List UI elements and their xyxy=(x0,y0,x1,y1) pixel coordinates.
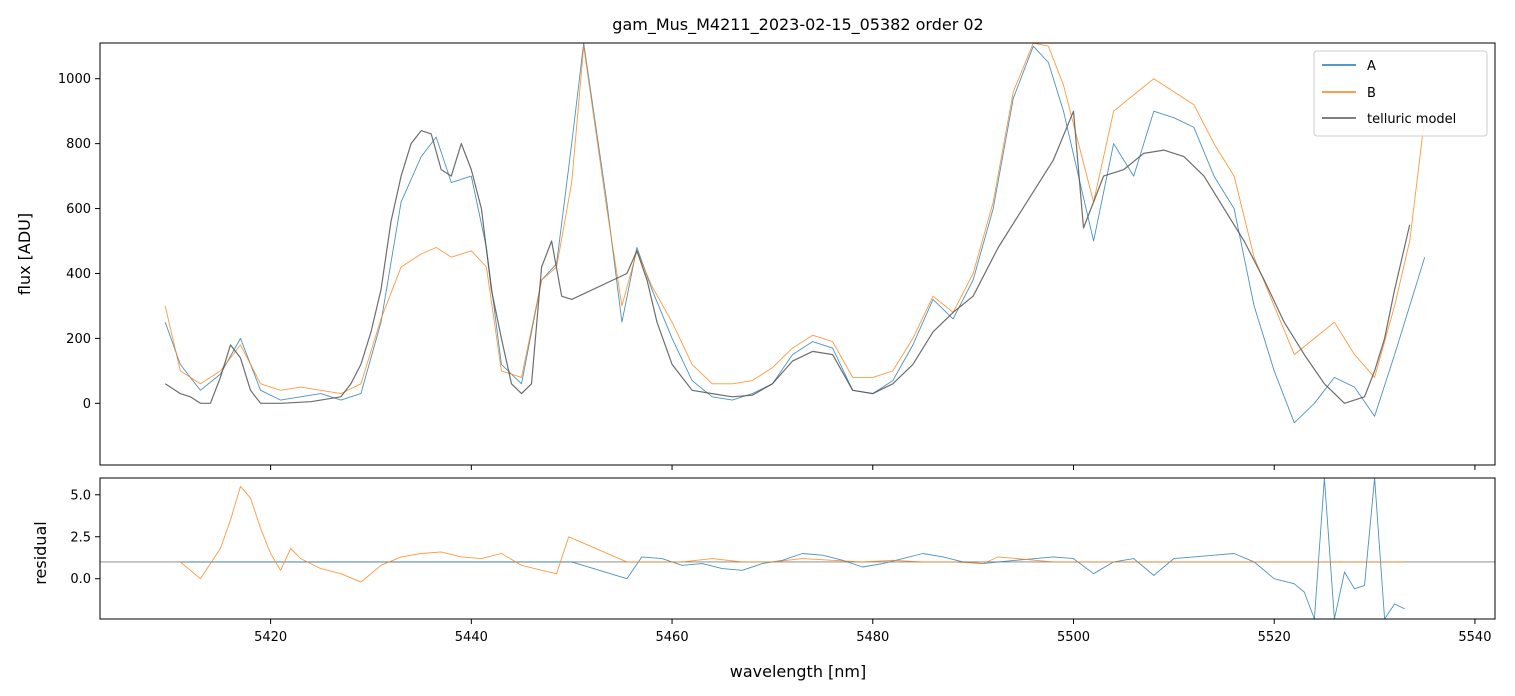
flux-series-telluric-model xyxy=(164,110,1411,404)
x-axis-label: wavelength [nm] xyxy=(730,662,867,681)
legend: A B telluric model xyxy=(1313,50,1488,137)
legend-label-b: B xyxy=(1367,86,1376,101)
flux-y-tick-label: 600 xyxy=(66,202,91,217)
residual-x-axis: 5420 5440 5460 5480 5500 5520 5540 xyxy=(254,619,1491,645)
residual-y-tick-label: 2.5 xyxy=(70,530,91,545)
flux-panel: 0 200 400 600 800 1000 flux [ADU] A B telluri… xyxy=(15,42,1496,470)
flux-axes-frame xyxy=(99,42,1496,466)
x-tick-label: 5500 xyxy=(1057,630,1090,645)
flux-series-b xyxy=(164,43,1426,395)
flux-series-group xyxy=(164,43,1426,424)
flux-x-axis-ticks xyxy=(270,465,1476,470)
residual-y-axis: 0.0 2.5 5.0 xyxy=(70,488,100,587)
flux-y-label: flux [ADU] xyxy=(15,213,34,295)
x-tick-label: 5460 xyxy=(656,630,689,645)
flux-y-axis: 0 200 400 600 800 1000 xyxy=(58,72,100,412)
legend-box xyxy=(1313,50,1488,137)
residual-panel: 0.0 2.5 5.0 5420 5440 5460 5480 5500 5520 5540 r… xyxy=(31,477,1496,681)
residual-y-tick-label: 0.0 xyxy=(70,572,91,587)
flux-y-tick-label: 400 xyxy=(66,267,91,282)
residual-series-b xyxy=(180,485,1405,583)
residual-axes-frame xyxy=(99,477,1496,620)
x-tick-label: 5540 xyxy=(1458,630,1491,645)
legend-label-a: A xyxy=(1367,59,1376,74)
x-tick-label: 5420 xyxy=(254,630,287,645)
flux-series-a xyxy=(164,43,1426,424)
flux-y-tick-label: 200 xyxy=(66,332,91,347)
x-tick-label: 5440 xyxy=(455,630,488,645)
residual-series-group xyxy=(180,478,1405,619)
residual-y-tick-label: 5.0 xyxy=(70,488,91,503)
chart-title: gam_Mus_M4211_2023-02-15_05382 order 02 xyxy=(612,15,983,35)
flux-y-tick-label: 0 xyxy=(83,397,91,412)
x-tick-label: 5480 xyxy=(856,630,889,645)
x-tick-label: 5520 xyxy=(1258,630,1291,645)
legend-label-telluric: telluric model xyxy=(1367,112,1456,127)
flux-y-tick-label: 800 xyxy=(66,137,91,152)
residual-y-label: residual xyxy=(31,521,50,584)
flux-y-tick-label: 1000 xyxy=(58,72,91,87)
residual-series-a xyxy=(180,478,1405,619)
